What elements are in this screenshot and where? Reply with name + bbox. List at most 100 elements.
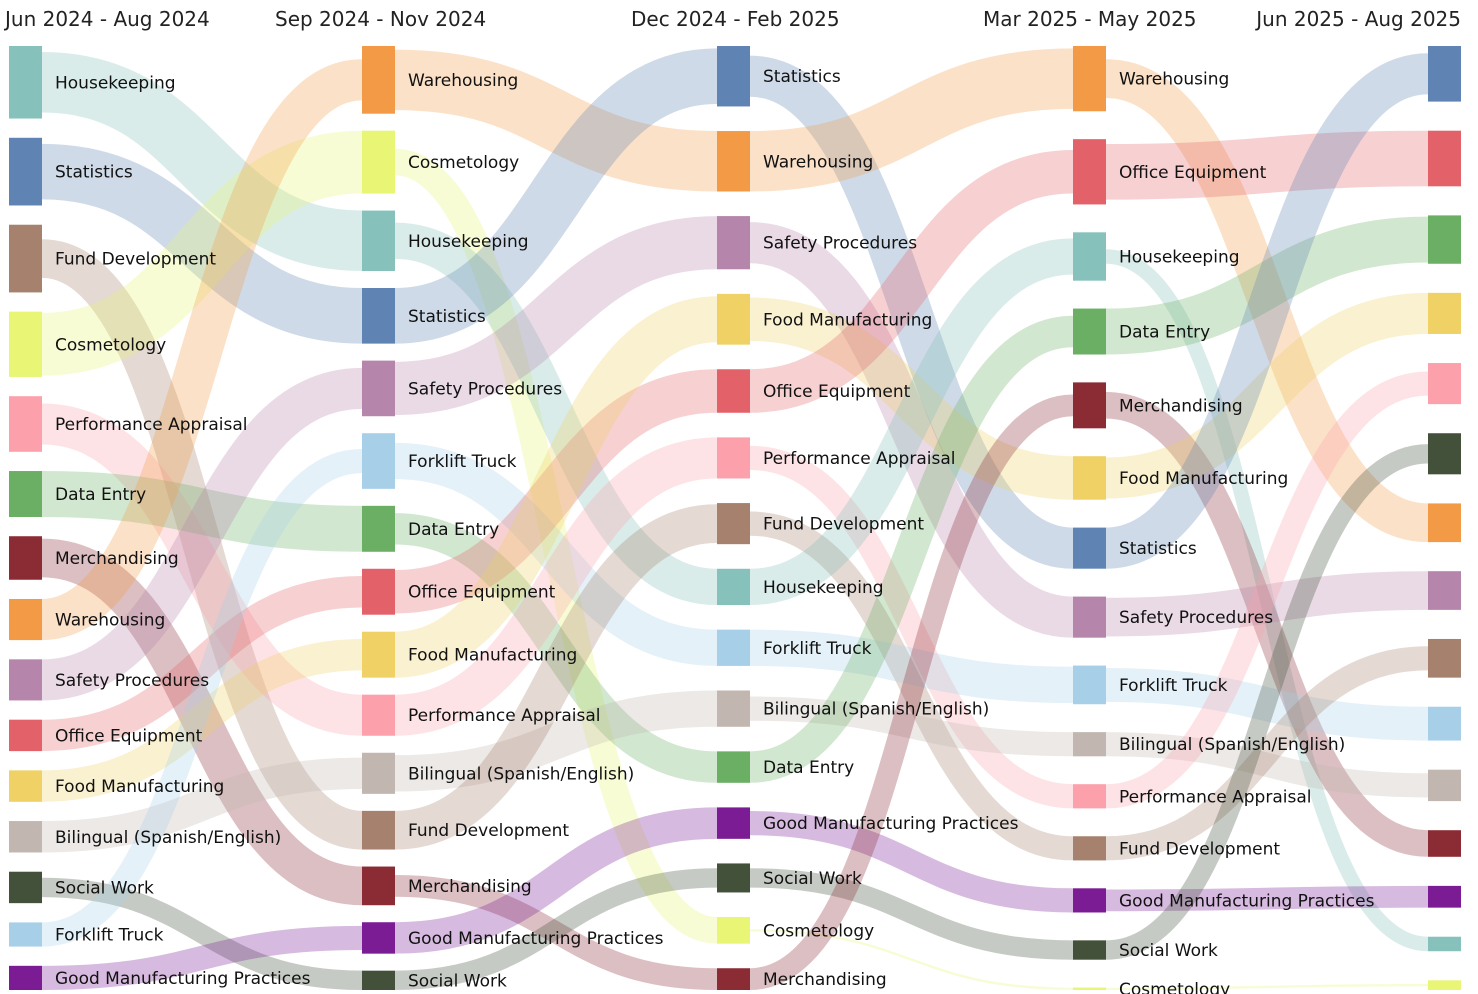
node-forklift-truck-stage-4 [1073, 665, 1106, 705]
flow-cosmetology-4-to-5 [1105, 983, 1429, 990]
column-title-2: Sep 2024 - Nov 2024 [275, 7, 486, 31]
node-statistics-stage-5 [1428, 46, 1461, 102]
flow-forklift-truck-4-to-5 [1105, 667, 1429, 741]
node-good-manufacturing-practices-stage-5 [1428, 885, 1461, 908]
node-statistics-stage-3 [717, 46, 750, 107]
nodes [9, 46, 1461, 990]
flow-warehousing-4-to-5 [1104, 59, 1430, 543]
node-food-manufacturing-stage-5 [1428, 292, 1461, 334]
node-data-entry-stage-5 [1428, 215, 1461, 264]
node-data-entry-stage-1 [9, 471, 42, 517]
node-warehousing-stage-4 [1073, 46, 1106, 112]
flow-cosmetology-1-to-2 [40, 130, 364, 376]
label-food-manufacturing-stage-3: Food Manufacturing [763, 310, 932, 330]
node-forklift-truck-stage-3 [717, 629, 750, 666]
flow-data-entry-3-to-4 [748, 315, 1075, 783]
flow-housekeeping-1-to-2 [41, 52, 363, 272]
flow-merchandising-3-to-4 [749, 394, 1074, 991]
label-data-entry-stage-1: Data Entry [55, 485, 146, 505]
label-performance-appraisal-stage-1: Performance Appraisal [55, 415, 247, 435]
node-office-equipment-stage-3 [717, 369, 750, 413]
flow-bilingual-spanish-english-4-to-5 [1105, 732, 1429, 798]
flow-data-entry-2-to-3 [394, 513, 718, 783]
node-merchandising-stage-5 [1428, 830, 1461, 857]
node-data-entry-stage-4 [1073, 308, 1106, 355]
label-merchandising-stage-3: Merchandising [763, 970, 887, 990]
label-bilingual-spanish-english-stage-3: Bilingual (Spanish/English) [763, 700, 989, 720]
label-fund-development-stage-4: Fund Development [1119, 839, 1280, 859]
flow-office-equipment-1-to-2 [41, 576, 363, 752]
flow-food-manufacturing-1-to-2 [41, 638, 363, 802]
label-food-manufacturing-stage-4: Food Manufacturing [1119, 469, 1288, 489]
label-good-manufacturing-practices-stage-4: Good Manufacturing Practices [1119, 891, 1375, 911]
node-forklift-truck-stage-1 [9, 922, 42, 947]
label-fund-development-stage-3: Fund Development [763, 515, 924, 535]
label-data-entry-stage-2: Data Entry [408, 520, 499, 540]
flow-office-equipment-3-to-4 [749, 150, 1074, 413]
flow-warehousing-2-to-3 [394, 49, 718, 192]
node-performance-appraisal-stage-2 [362, 694, 395, 736]
label-good-manufacturing-practices-stage-2: Good Manufacturing Practices [408, 929, 664, 949]
label-housekeeping-stage-1: Housekeeping [55, 73, 176, 93]
flow-warehousing-1-to-2 [40, 59, 364, 641]
flow-office-equipment-4-to-5 [1105, 130, 1429, 200]
label-fund-development-stage-1: Fund Development [55, 250, 216, 270]
flow-statistics-3-to-4 [748, 55, 1075, 569]
node-safety-procedures-stage-3 [717, 216, 750, 270]
label-fund-development-stage-2: Fund Development [408, 821, 569, 841]
flow-cosmetology-2-to-3 [393, 148, 719, 944]
label-bilingual-spanish-english-stage-4: Bilingual (Spanish/English) [1119, 735, 1345, 755]
node-food-manufacturing-stage-3 [717, 293, 750, 345]
label-safety-procedures-stage-4: Safety Procedures [1119, 608, 1273, 628]
label-safety-procedures-stage-1: Safety Procedures [55, 671, 209, 691]
label-cosmetology-stage-1: Cosmetology [55, 335, 166, 355]
label-office-equipment-stage-3: Office Equipment [763, 382, 911, 402]
node-merchandising-stage-4 [1073, 382, 1106, 429]
flow-food-manufacturing-2-to-3 [393, 296, 719, 678]
node-good-manufacturing-practices-stage-1 [9, 965, 42, 990]
flow-housekeeping-3-to-4 [749, 238, 1074, 606]
flow-bilingual-spanish-english-2-to-3 [394, 690, 718, 792]
label-performance-appraisal-stage-4: Performance Appraisal [1119, 787, 1311, 807]
node-bilingual-spanish-english-stage-1 [9, 821, 42, 853]
node-bilingual-spanish-english-stage-3 [717, 690, 750, 727]
node-social-work-stage-3 [717, 863, 750, 893]
node-safety-procedures-stage-5 [1428, 571, 1461, 610]
flow-good-manufacturing-practices-4-to-5 [1105, 885, 1429, 912]
flow-warehousing-3-to-4 [749, 48, 1074, 192]
node-data-entry-stage-2 [362, 505, 395, 552]
label-bilingual-spanish-english-stage-2: Bilingual (Spanish/English) [408, 764, 634, 784]
node-statistics-stage-1 [9, 137, 42, 206]
label-statistics-stage-4: Statistics [1119, 539, 1197, 559]
flows [40, 48, 1430, 991]
flow-fund-development-4-to-5 [1105, 646, 1429, 861]
node-fund-development-stage-3 [717, 503, 750, 545]
label-social-work-stage-2: Social Work [408, 971, 507, 991]
node-statistics-stage-4 [1073, 527, 1106, 569]
label-merchandising-stage-1: Merchandising [55, 549, 179, 569]
flow-performance-appraisal-2-to-3 [394, 437, 718, 736]
label-statistics-stage-2: Statistics [408, 307, 486, 327]
label-good-manufacturing-practices-stage-1: Good Manufacturing Practices [55, 969, 311, 989]
node-good-manufacturing-practices-stage-2 [362, 922, 395, 954]
label-warehousing-stage-1: Warehousing [55, 611, 165, 631]
node-housekeeping-stage-3 [717, 568, 750, 606]
label-bilingual-spanish-english-stage-1: Bilingual (Spanish/English) [55, 828, 281, 848]
node-food-manufacturing-stage-1 [9, 770, 42, 802]
flow-performance-appraisal-1-to-2 [40, 403, 364, 736]
node-office-equipment-stage-5 [1428, 130, 1461, 187]
label-warehousing-stage-2: Warehousing [408, 71, 518, 91]
node-good-manufacturing-practices-stage-4 [1073, 888, 1106, 913]
flow-fund-development-3-to-4 [749, 511, 1074, 861]
node-warehousing-stage-2 [362, 46, 395, 114]
column-title-4: Mar 2025 - May 2025 [983, 7, 1197, 31]
node-office-equipment-stage-1 [9, 719, 42, 752]
column-title-1: Jun 2024 - Aug 2024 [3, 7, 210, 31]
label-housekeeping-stage-2: Housekeeping [408, 232, 529, 252]
flow-housekeeping-2-to-3 [393, 222, 719, 606]
flow-bilingual-spanish-english-3-to-4 [749, 696, 1074, 757]
node-merchandising-stage-1 [9, 536, 42, 580]
flow-social-work-4-to-5 [1105, 444, 1429, 960]
flow-fund-development-1-to-2 [40, 239, 364, 850]
flow-safety-procedures-1-to-2 [40, 367, 364, 701]
